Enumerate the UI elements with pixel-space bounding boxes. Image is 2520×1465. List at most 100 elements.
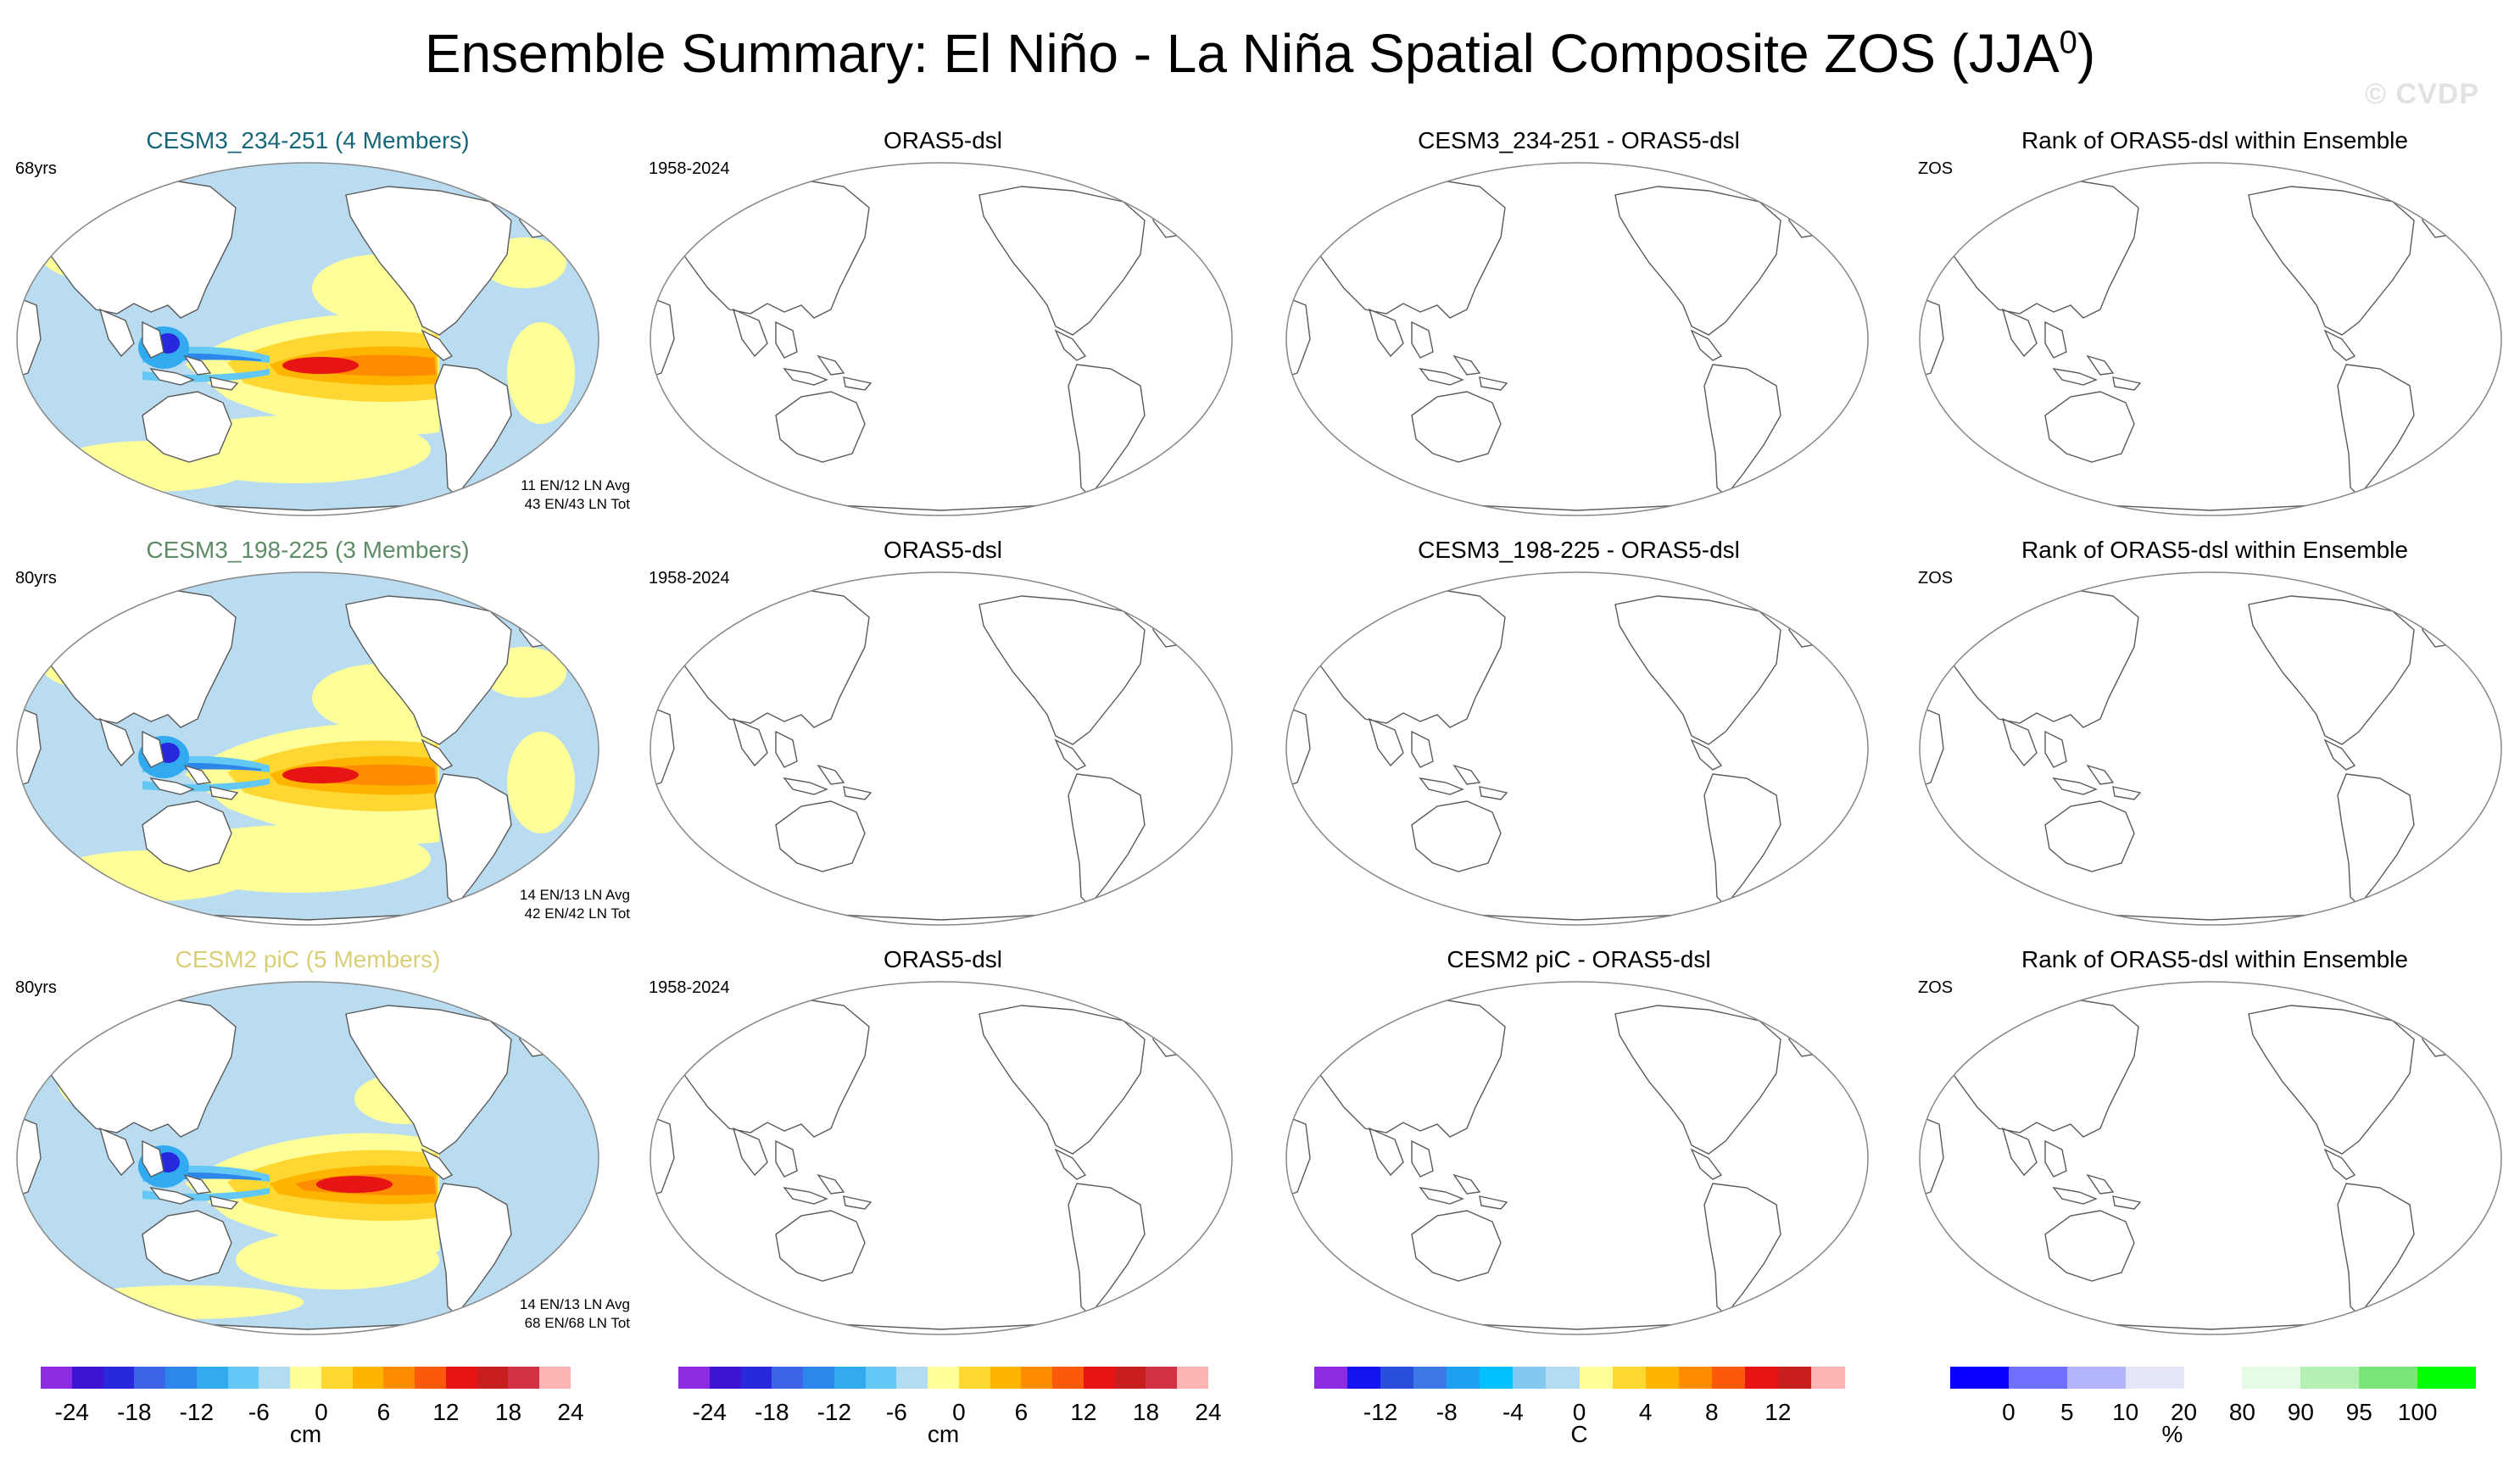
colorbar-1-swatch — [71, 1367, 103, 1389]
colorbar-1-tick-label: 18 — [494, 1399, 522, 1425]
colorbar-3-tick-label: 8 — [1704, 1399, 1719, 1425]
world-map-rank-row-3 — [1919, 981, 2502, 1335]
world-map-rank-row-1 — [1919, 162, 2502, 516]
figure-title-close: ) — [2077, 23, 2096, 84]
colorbar-3-swatch — [1347, 1367, 1381, 1389]
colorbar-3-swatch — [1612, 1367, 1647, 1389]
stats-avg: 11 EN/12 LN Avg — [521, 477, 630, 493]
world-map-model-row-3 — [16, 981, 599, 1335]
colorbar-1-swatch — [290, 1367, 322, 1389]
world-map-obs-row-1 — [650, 162, 1233, 516]
colorbar-3-swatch — [1546, 1367, 1580, 1389]
colorbar-4-tick-label: 20 — [2170, 1399, 2198, 1425]
colorbar-4-swatch — [2417, 1367, 2477, 1389]
colorbar-1-tick-label: 0 — [315, 1399, 328, 1425]
colorbar-1-swatch — [41, 1367, 73, 1389]
world-map-model-row-1 — [16, 162, 599, 516]
panel-corner-label-rank-row-3: ZOS — [1918, 978, 1954, 997]
figure-title-superscript: 0 — [2059, 25, 2077, 61]
colorbar-1-unit: cm — [289, 1421, 322, 1447]
colorbar-4-tick-label: 0 — [2002, 1399, 2015, 1425]
world-map-obs-row-3 — [650, 981, 1233, 1335]
colorbar-1-swatch — [508, 1367, 540, 1389]
colorbar-1-swatch — [259, 1367, 291, 1389]
colorbar-2-tick-label: 18 — [1132, 1399, 1160, 1425]
colorbar-1-swatch — [415, 1367, 447, 1389]
colorbar-4-swatch — [2300, 1367, 2360, 1389]
colorbar-2-swatch — [990, 1367, 1022, 1389]
colorbar-2-swatch — [865, 1367, 897, 1389]
panel-title-obs-row-1: ORAS5-dsl — [883, 127, 1003, 153]
colorbar-1-swatch — [352, 1367, 384, 1389]
colorbar-2-unit: cm — [927, 1421, 960, 1447]
panel-title-model-row-1: CESM3_234-251 (4 Members) — [146, 127, 470, 153]
colorbar-2-tick-label: 24 — [1195, 1399, 1222, 1425]
colorbar-2-tick-label: -24 — [692, 1399, 727, 1425]
colorbar-2-swatch — [1052, 1367, 1084, 1389]
colorbar-4-tick-label: 80 — [2228, 1399, 2256, 1425]
colorbar-3-swatch — [1513, 1367, 1547, 1389]
panel-corner-label-model-row-1: 68yrs — [15, 159, 57, 178]
panel-corner-label-obs-row-1: 1958-2024 — [649, 159, 730, 178]
colorbar-3-swatch — [1711, 1367, 1746, 1389]
colorbar-2-swatch — [1021, 1367, 1053, 1389]
colorbar-3-swatch — [1579, 1367, 1614, 1389]
colorbar-4-swatch — [1950, 1367, 2010, 1389]
colorbar-2-tick-label: 12 — [1070, 1399, 1097, 1425]
panel-title-obs-row-2: ORAS5-dsl — [883, 537, 1003, 563]
colorbar-3-swatch — [1380, 1367, 1414, 1389]
colorbar-2-swatch — [709, 1367, 741, 1389]
world-map-model-row-2 — [16, 571, 599, 926]
world-map-rank-row-2 — [1919, 571, 2502, 926]
colorbar-1-tick-label: 12 — [432, 1399, 460, 1425]
world-map-diff-row-3 — [1285, 981, 1869, 1335]
colorbar-2-swatch — [928, 1367, 960, 1389]
colorbar-2-swatch — [678, 1367, 711, 1389]
colorbar-2-tick-label: -18 — [755, 1399, 789, 1425]
panel-corner-label-rank-row-1: ZOS — [1918, 159, 1954, 178]
colorbar-2-swatch — [833, 1367, 867, 1389]
colorbar-1-tick-label: -24 — [54, 1399, 89, 1425]
colorbar-3-swatch — [1810, 1367, 1845, 1389]
colorbar-4-swatch — [2183, 1367, 2243, 1389]
panel-corner-label-model-row-3: 80yrs — [15, 978, 57, 997]
colorbar-2-tick-label: -6 — [885, 1399, 907, 1425]
stats-avg: 14 EN/13 LN Avg — [519, 887, 630, 903]
colorbar-1-swatch — [227, 1367, 259, 1389]
panel-title-model-row-3: CESM2 piC (5 Members) — [175, 946, 441, 972]
colorbar-2-swatch — [1114, 1367, 1146, 1389]
colorbar-3-tick-label: 4 — [1638, 1399, 1653, 1425]
panel-corner-label-model-row-2: 80yrs — [15, 569, 57, 588]
colorbar-1-swatch — [196, 1367, 229, 1389]
colorbar-1-swatch — [539, 1367, 571, 1389]
colorbar-4-unit: % — [2161, 1421, 2183, 1447]
colorbar-3-tick-label: -12 — [1363, 1399, 1398, 1425]
panel-corner-label-obs-row-2: 1958-2024 — [649, 569, 730, 588]
colorbar-2-swatch — [958, 1367, 991, 1389]
colorbar-3-swatch — [1678, 1367, 1713, 1389]
colorbar-2-tick-label: 0 — [952, 1399, 966, 1425]
colorbar-4-swatch — [2359, 1367, 2418, 1389]
colorbar-1-swatch — [445, 1367, 478, 1389]
colorbar-2-tick-label: 6 — [1014, 1399, 1029, 1425]
colorbar-1-swatch — [165, 1367, 198, 1389]
colorbar-3-unit: C — [1570, 1421, 1588, 1447]
panel-title-rank-row-1: Rank of ORAS5-dsl within Ensemble — [2021, 127, 2408, 153]
colorbar-1-tick-label: 24 — [557, 1399, 584, 1425]
panel-title-rank-row-2: Rank of ORAS5-dsl within Ensemble — [2021, 537, 2408, 563]
colorbar-3-tick-label: -8 — [1436, 1399, 1458, 1425]
colorbar-4-swatch — [2008, 1367, 2068, 1389]
colorbar-2-swatch — [1177, 1367, 1209, 1389]
colorbar-1-swatch — [103, 1367, 135, 1389]
panel-title-rank-row-3: Rank of ORAS5-dsl within Ensemble — [2021, 946, 2408, 972]
panel-title-obs-row-3: ORAS5-dsl — [883, 946, 1003, 972]
colorbar-4-tick-label: 10 — [2112, 1399, 2139, 1425]
colorbar-3-tick-label: -4 — [1502, 1399, 1524, 1425]
stats-total: 68 EN/68 LN Tot — [524, 1315, 630, 1332]
colorbar-3-swatch — [1314, 1367, 1348, 1389]
cvdp-watermark: © CVDP — [2365, 78, 2479, 110]
colorbar-2-swatch — [803, 1367, 835, 1389]
colorbar-3-tick-label: 0 — [1572, 1399, 1586, 1425]
colorbar-1-swatch — [134, 1367, 166, 1389]
colorbar-3-swatch — [1413, 1367, 1447, 1389]
